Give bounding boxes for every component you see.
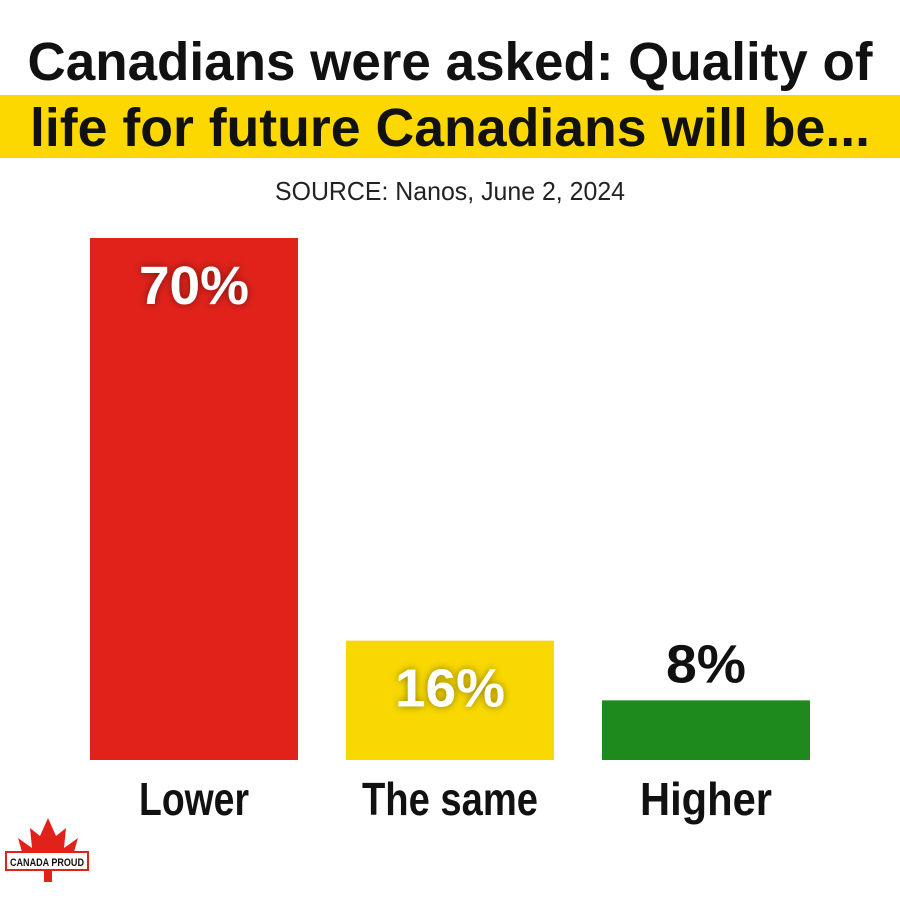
value-label: 16% xyxy=(395,659,505,719)
chart-subtitle: SOURCE: Nanos, June 2, 2024 xyxy=(275,176,625,206)
value-label: 8% xyxy=(666,634,746,694)
x-tick-label: Lower xyxy=(139,773,249,825)
bar xyxy=(90,238,298,760)
x-tick-label: Higher xyxy=(640,773,772,825)
x-tick-label: The same xyxy=(362,773,538,825)
logo: CANADA PROUD xyxy=(5,818,89,882)
bar xyxy=(602,700,810,760)
chart-title: Canadians were asked: Quality of xyxy=(28,32,874,92)
title-highlight xyxy=(0,95,900,158)
bar xyxy=(346,640,554,760)
chart-title: life for future Canadians will be... xyxy=(30,98,870,158)
value-label: 70% xyxy=(139,256,249,316)
logo-text: CANADA PROUD xyxy=(10,857,84,869)
leaf-stem xyxy=(44,870,52,882)
